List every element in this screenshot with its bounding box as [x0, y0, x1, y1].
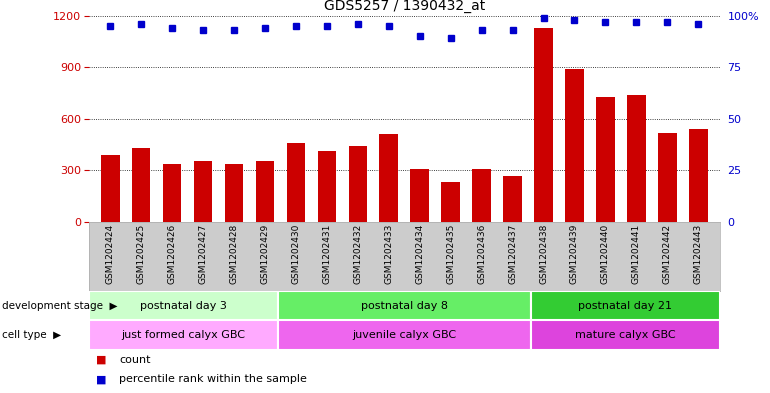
Text: cell type  ▶: cell type ▶: [2, 330, 61, 340]
Text: GSM1202442: GSM1202442: [663, 223, 672, 283]
Bar: [627, 95, 646, 222]
Text: just formed calyx GBC: just formed calyx GBC: [121, 330, 246, 340]
Text: GSM1202429: GSM1202429: [260, 223, 269, 284]
Text: percentile rank within the sample: percentile rank within the sample: [119, 374, 307, 384]
Text: GSM1202434: GSM1202434: [415, 223, 424, 284]
Text: GSM1202432: GSM1202432: [353, 223, 363, 284]
Text: GSM1202428: GSM1202428: [229, 223, 239, 284]
Bar: [349, 145, 367, 222]
Text: GSM1202439: GSM1202439: [570, 223, 579, 284]
Bar: [317, 151, 336, 222]
Bar: [410, 169, 429, 222]
Text: GSM1202443: GSM1202443: [694, 223, 703, 284]
Bar: [101, 155, 119, 222]
Text: GSM1202441: GSM1202441: [632, 223, 641, 284]
Bar: [256, 161, 274, 222]
Text: ■: ■: [96, 354, 107, 365]
Text: juvenile calyx GBC: juvenile calyx GBC: [352, 330, 457, 340]
Text: GSM1202430: GSM1202430: [291, 223, 300, 284]
Bar: [286, 143, 305, 222]
Text: GSM1202437: GSM1202437: [508, 223, 517, 284]
Text: GSM1202436: GSM1202436: [477, 223, 486, 284]
Bar: [441, 182, 460, 222]
Text: development stage  ▶: development stage ▶: [2, 301, 117, 310]
Text: GSM1202433: GSM1202433: [384, 223, 393, 284]
Bar: [531, 291, 720, 320]
Text: postnatal day 21: postnatal day 21: [578, 301, 672, 310]
Bar: [89, 291, 278, 320]
Bar: [225, 163, 243, 222]
Bar: [89, 320, 278, 350]
Bar: [278, 291, 531, 320]
Bar: [504, 176, 522, 222]
Text: GSM1202431: GSM1202431: [323, 223, 331, 284]
Text: GSM1202426: GSM1202426: [168, 223, 176, 284]
Bar: [658, 132, 677, 222]
Bar: [565, 69, 584, 222]
Text: GSM1202425: GSM1202425: [136, 223, 146, 284]
Text: count: count: [119, 354, 151, 365]
Text: GSM1202427: GSM1202427: [199, 223, 208, 284]
Text: mature calyx GBC: mature calyx GBC: [575, 330, 675, 340]
Bar: [531, 320, 720, 350]
Text: GSM1202424: GSM1202424: [105, 223, 115, 283]
Bar: [472, 169, 491, 222]
Bar: [132, 148, 150, 222]
Title: GDS5257 / 1390432_at: GDS5257 / 1390432_at: [323, 0, 485, 13]
Text: GSM1202435: GSM1202435: [446, 223, 455, 284]
Text: postnatal day 3: postnatal day 3: [140, 301, 226, 310]
Text: ■: ■: [96, 374, 107, 384]
Bar: [194, 161, 213, 222]
Bar: [380, 134, 398, 222]
Bar: [162, 163, 182, 222]
Bar: [534, 28, 553, 222]
Bar: [689, 129, 708, 222]
Text: postnatal day 8: postnatal day 8: [361, 301, 447, 310]
Text: GSM1202438: GSM1202438: [539, 223, 548, 284]
Text: GSM1202440: GSM1202440: [601, 223, 610, 284]
Bar: [596, 97, 614, 222]
Bar: [278, 320, 531, 350]
